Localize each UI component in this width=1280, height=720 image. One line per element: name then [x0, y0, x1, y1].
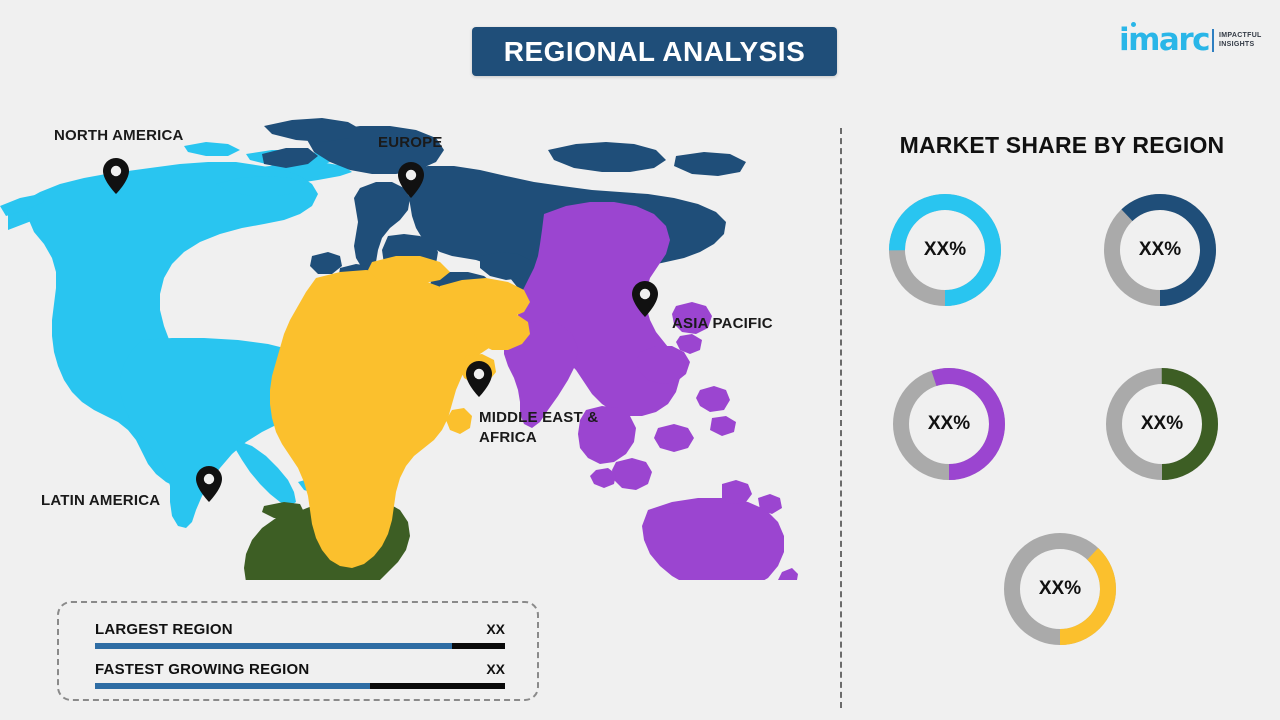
logo-dot-icon [1131, 22, 1136, 27]
logo-divider [1212, 28, 1215, 52]
legend-row-largest-region: LARGEST REGION XX [95, 621, 505, 649]
donut-value-1 [1104, 194, 1216, 306]
page-title: REGIONAL ANALYSIS [503, 35, 806, 67]
legend-row-fastest-growing-region: FASTEST GROWING REGION XX [95, 661, 505, 689]
donut-ring-north-america [889, 194, 1001, 306]
donut-chart-asia-pacific: XX% [889, 364, 1009, 484]
donut-value-4 [1004, 533, 1116, 645]
donut-value-2 [893, 368, 1005, 480]
panel-title: MARKET SHARE BY REGION [899, 132, 1225, 158]
map-pin-icon-latin-america[interactable] [196, 466, 222, 502]
map-pin-icon-north-america[interactable] [103, 158, 129, 194]
legend-bar-fill-largest-region [95, 643, 452, 649]
map-label-latin-america: LATIN AMERICA [41, 492, 161, 509]
donut-ring-middle-east-africa [1004, 533, 1116, 645]
donut-chart-middle-east-africa: XX% [1000, 529, 1120, 649]
donut-ring-asia-pacific [893, 368, 1005, 480]
section-divider [840, 128, 842, 708]
legend-bar-largest-region [95, 643, 505, 649]
donut-value-label-latin-america: XX% [1140, 413, 1184, 434]
logo-wordmark: imarc [1119, 21, 1211, 58]
map-label-north-america: NORTH AMERICA [54, 127, 184, 144]
map-label-middle-east-africa: MIDDLE EAST & AFRICA [479, 409, 599, 447]
donut-value-0 [889, 194, 1001, 306]
map-pin-icon-europe[interactable] [398, 162, 424, 198]
map-region-middle-east-africa [270, 256, 530, 568]
legend-value-fastest-growing-region: XX [486, 661, 505, 677]
donut-value-label-asia-pacific: XX% [927, 413, 971, 434]
donut-value-label-europe: XX% [1138, 239, 1182, 260]
summary-legend-box: LARGEST REGION XX FASTEST GROWING REGION… [57, 601, 539, 701]
legend-label-fastest-growing-region: FASTEST GROWING REGION [95, 661, 310, 678]
map-label-asia-pacific: ASIA PACIFIC [672, 315, 773, 332]
donut-value-label-north-america: XX% [923, 239, 967, 260]
logo-tagline-line1: IMPACTFUL [1219, 31, 1262, 39]
donut-value-label-middle-east-africa: XX% [1038, 578, 1082, 599]
legend-bar-fastest-growing-region [95, 683, 505, 689]
donut-ring-europe [1104, 194, 1216, 306]
logo-tagline-line2: INSIGHTS [1219, 41, 1255, 48]
legend-value-largest-region: XX [486, 621, 505, 637]
donut-value-3 [1106, 368, 1218, 480]
map-pin-icon-middle-east-africa[interactable] [466, 361, 492, 397]
map-region-asia-pacific [504, 202, 798, 580]
world-map [0, 110, 820, 580]
logo-tagline: IMPACTFUL INSIGHTS [1219, 31, 1262, 50]
donut-ring-latin-america [1106, 368, 1218, 480]
donut-chart-north-america: XX% [885, 190, 1005, 310]
map-label-europe: EUROPE [378, 134, 443, 151]
map-pin-icon-asia-pacific[interactable] [632, 281, 658, 317]
donut-chart-europe: XX% [1100, 190, 1220, 310]
imarc-logo: imarc IMPACTFUL INSIGHTS [1119, 20, 1267, 60]
donut-chart-latin-america: XX% [1102, 364, 1222, 484]
legend-label-largest-region: LARGEST REGION [95, 621, 233, 638]
page-title-banner: REGIONAL ANALYSIS [472, 27, 837, 76]
legend-bar-fill-fastest-growing-region [95, 683, 370, 689]
